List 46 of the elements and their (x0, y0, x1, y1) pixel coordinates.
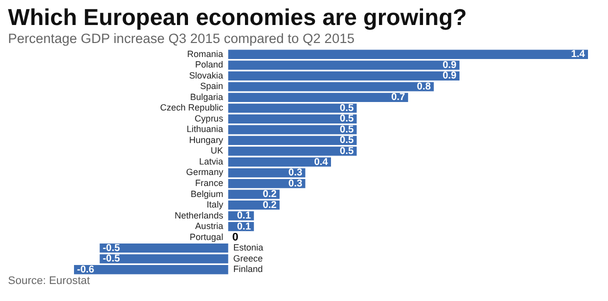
y-tick-label: Poland (195, 60, 224, 70)
y-tick-label: Lithuania (186, 124, 224, 134)
data-label: 0.2 (262, 189, 278, 200)
data-label: 0.1 (236, 221, 252, 232)
y-tick-label: Austria (195, 221, 224, 232)
data-label: 0.7 (391, 92, 406, 104)
y-tick-label: Slovakia (189, 70, 224, 80)
data-label: 0.5 (340, 135, 354, 146)
data-label: -0.5 (102, 242, 120, 254)
data-label: 0 (232, 231, 238, 244)
y-tick-label: Czech Republic (160, 102, 224, 113)
data-label: -0.6 (77, 264, 95, 276)
data-label: 0.4 (314, 156, 328, 168)
y-tick-label: Finland (233, 264, 263, 274)
data-label: 0.8 (416, 81, 432, 92)
y-tick-label: UK (210, 146, 224, 156)
chart-title: Which European economies are growing? (8, 4, 468, 30)
data-label: 0.9 (442, 60, 457, 71)
y-tick-label: Cyprus (194, 113, 224, 124)
y-tick-label: Germany (186, 167, 224, 178)
y-tick-label: Estonia (233, 242, 264, 253)
y-tick-label: Greece (233, 253, 263, 264)
y-tick-label: Latvia (199, 156, 224, 166)
chart-subtitle: Percentage GDP increase Q3 2015 compared to Q2 2015 (8, 30, 356, 47)
data-label: 0.3 (288, 168, 303, 179)
y-tick-label: France (195, 178, 224, 188)
y-tick-label: Bulgaria (190, 92, 224, 102)
source-note: Source: Eurostat (8, 275, 91, 288)
data-label: -0.5 (102, 254, 120, 265)
y-tick-label: Romania (187, 48, 224, 59)
data-label: 0.5 (340, 124, 354, 136)
data-label: 0.9 (442, 70, 457, 82)
y-tick-label: Portugal (190, 232, 224, 242)
y-tick-label: Hungary (189, 134, 224, 145)
data-label: 0.3 (288, 178, 303, 190)
data-label: 1.4 (571, 49, 586, 60)
data-label: 0.2 (262, 200, 278, 211)
data-label: 0.5 (340, 146, 354, 157)
y-tick-label: Belgium (190, 188, 224, 199)
y-tick-label: Spain (200, 81, 224, 92)
y-tick-label: Italy (206, 200, 224, 210)
bar (100, 244, 228, 253)
data-label: 0.1 (236, 210, 252, 222)
y-tick-label: Netherlands (174, 210, 224, 220)
data-label: 0.5 (340, 114, 354, 125)
data-label: 0.5 (340, 102, 354, 114)
